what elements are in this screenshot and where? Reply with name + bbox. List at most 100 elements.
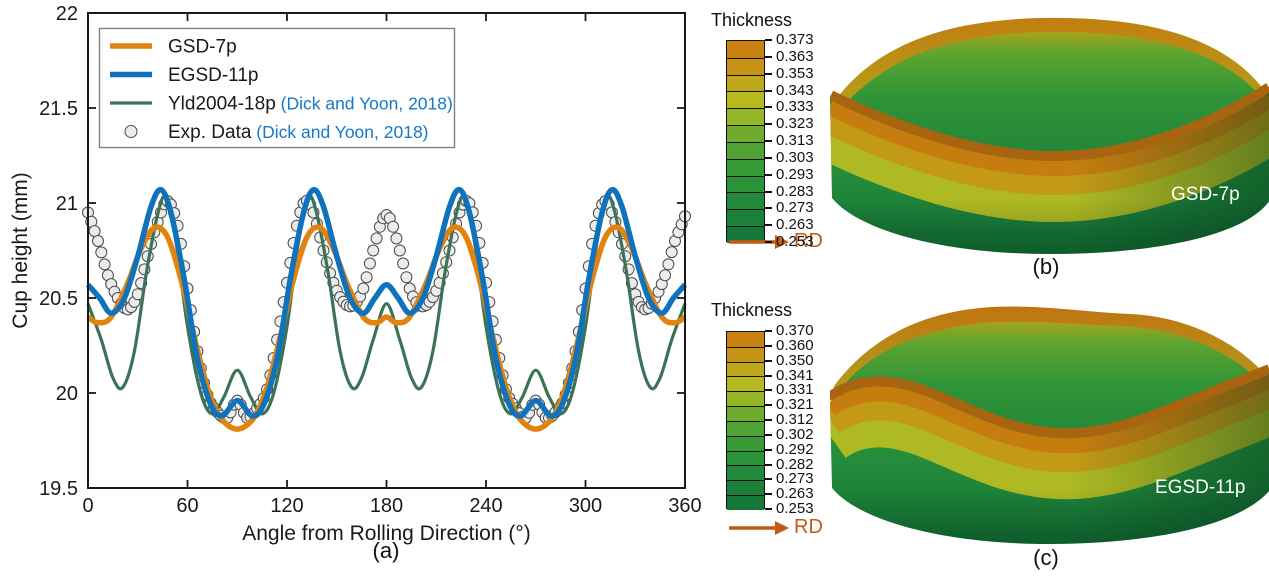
exp-data-marker <box>360 271 373 284</box>
colorbar-cell <box>727 209 764 227</box>
exp-data-marker <box>662 258 675 271</box>
exp-data-marker <box>370 232 383 245</box>
cup-b-inner-rim-shadow <box>830 83 1269 166</box>
colorbar-tick-label: 0.253 <box>765 501 814 516</box>
cup-c-inner-rim-shadow <box>830 364 1269 443</box>
legend-box <box>98 27 456 149</box>
x-tick-label: 120 <box>270 495 303 517</box>
exp-data-marker <box>397 257 410 270</box>
exp-data-marker <box>400 271 413 284</box>
colorbar-tick-label: 0.263 <box>765 486 814 501</box>
exp-data-marker <box>659 269 672 282</box>
x-axis-label: Angle from Rolling Direction (°) <box>242 522 531 545</box>
colorbar-cell <box>727 41 764 58</box>
colorbar-tick-label: 0.363 <box>765 49 814 64</box>
exp-data-marker <box>357 282 370 295</box>
cup-c-label: EGSD-11p <box>1155 477 1245 498</box>
colorbar-cell <box>727 74 764 92</box>
colorbar-tick-label: 0.312 <box>765 412 814 427</box>
colorbar-tick-label: 0.293 <box>765 167 814 182</box>
legend: GSD-7p EGSD-11p Yld2004-18p (Dick and Yoon… <box>98 27 456 149</box>
colorbar-tick-label: 0.302 <box>765 427 814 442</box>
y-tick-label: 19.5 <box>39 478 78 500</box>
x-tick-label: 360 <box>668 495 701 517</box>
colorbar-cell <box>727 495 764 510</box>
colorbar-cell <box>727 420 764 436</box>
colorbar-tick-label: 0.331 <box>765 382 814 397</box>
colorbar-cell <box>727 108 764 126</box>
colorbar-tick-label: 0.373 <box>765 32 814 47</box>
y-axis-label: Cup height (mm) <box>9 172 32 328</box>
colorbar-tick-label: 0.360 <box>765 338 814 353</box>
colorbar-cell <box>727 361 764 377</box>
panel-a-caption: (a) <box>372 538 400 563</box>
legend-label: Yld2004-18p (Dick and Yoon, 2018) <box>168 94 453 115</box>
colorbar-c-title: Thickness <box>711 300 793 320</box>
y-tick-label: 21.5 <box>39 98 78 120</box>
cup-b-label: GSD-7p <box>1171 184 1240 205</box>
colorbar-tick-label: 0.323 <box>765 116 814 131</box>
cup-render-gsd7p: GSD-7p <box>830 17 1269 254</box>
colorbar-b <box>726 40 765 243</box>
x-tick-label: 0 <box>82 495 93 517</box>
exp-data-marker <box>92 235 104 247</box>
rd-label-c: RD <box>794 516 823 538</box>
colorbar-tick-label: 0.313 <box>765 133 814 148</box>
colorbar-cell <box>727 175 764 193</box>
colorbar-tick-label: 0.350 <box>765 353 814 368</box>
colorbar-tick-label: 0.370 <box>765 323 814 338</box>
x-tick-label: 300 <box>569 495 602 517</box>
legend-label: EGSD-11p <box>168 65 258 86</box>
exp-data-marker <box>390 232 403 245</box>
colorbar-cell <box>727 91 764 109</box>
exp-data-marker <box>367 244 380 257</box>
legend-marker-swatch <box>124 125 138 138</box>
colorbar-tick-label: 0.263 <box>765 217 814 232</box>
exp-data-marker <box>88 225 101 238</box>
rd-arrow-c: RD <box>728 516 823 539</box>
colorbar-cell <box>727 406 764 421</box>
colorbar-cell <box>727 435 764 451</box>
y-tick-label: 22 <box>56 3 78 25</box>
y-tick-label: 21 <box>56 193 78 215</box>
series-egsd-11p <box>85 186 688 419</box>
exp-data-marker <box>95 246 108 259</box>
colorbar-tick-label: 0.282 <box>765 457 814 472</box>
exp-data-marker <box>363 257 376 270</box>
x-tick-label: 180 <box>370 495 403 517</box>
colorbar-cell <box>727 226 764 243</box>
exp-data-marker <box>393 244 406 257</box>
colorbar-cell <box>727 158 764 176</box>
rd-arrow-c-icon <box>729 520 789 535</box>
colorbar-tick-label: 0.303 <box>765 150 814 165</box>
colorbar-cell <box>727 376 764 392</box>
y-tick-label: 20 <box>56 383 78 405</box>
colorbar-tick-label: 0.273 <box>765 471 814 486</box>
colorbar-c <box>726 331 765 510</box>
x-tick-label: 240 <box>469 495 502 517</box>
panel-c-caption: (c) <box>1033 545 1059 570</box>
legend-label: GSD-7p <box>168 37 237 58</box>
colorbar-cell <box>727 346 764 362</box>
cup-render-egsd11p: EGSD-11p <box>830 306 1269 544</box>
x-tick-label: 60 <box>176 495 198 517</box>
colorbar-cell <box>727 57 764 75</box>
colorbar-cell <box>727 332 764 347</box>
colorbar-cell <box>727 141 764 159</box>
colorbar-tick-label: 0.253 <box>765 234 814 249</box>
exp-data-marker <box>98 258 111 271</box>
colorbar-tick-label: 0.333 <box>765 99 814 114</box>
colorbar-cell <box>727 450 764 466</box>
exp-data-marker <box>387 220 400 233</box>
legend-label: Exp. Data (Dick and Yoon, 2018) <box>168 122 429 143</box>
colorbar-tick-label: 0.353 <box>765 66 814 81</box>
colorbar-tick-label: 0.273 <box>765 200 814 215</box>
y-tick-label: 20.5 <box>39 288 78 310</box>
colorbar-b-title: Thickness <box>711 10 793 30</box>
colorbar-tick-label: 0.343 <box>765 83 814 98</box>
cup-height-chart: 0 60 120 180 240 300 360 19.5 20 20.5 21 21.5 22 Angl… <box>9 3 702 545</box>
colorbar-cell <box>727 480 764 496</box>
colorbar-tick-label: 0.321 <box>765 397 814 412</box>
colorbar-tick-label: 0.341 <box>765 368 814 383</box>
